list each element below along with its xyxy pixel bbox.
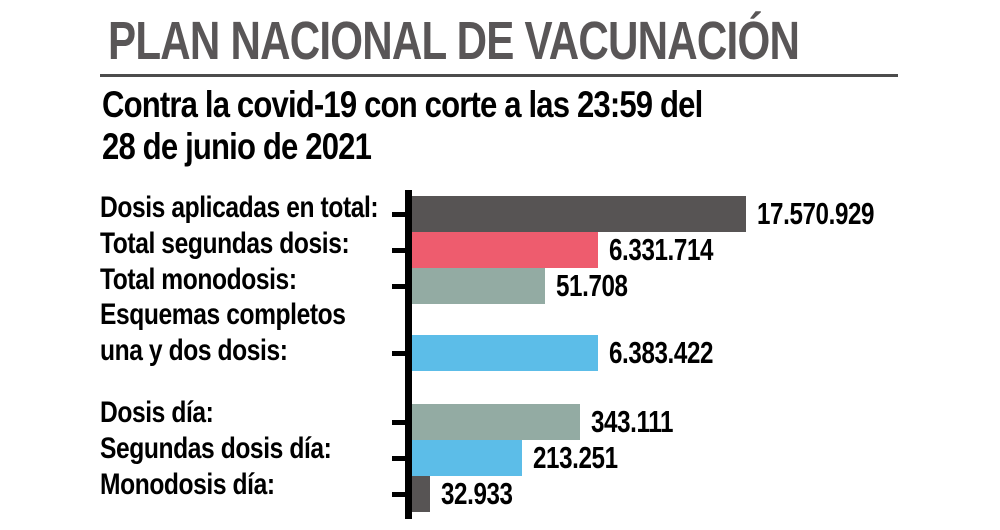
value-label-0: 17.570.929 xyxy=(757,196,875,231)
bar-row-4 xyxy=(412,404,580,440)
axis-tick xyxy=(392,491,405,497)
subtitle-line-1: Contra la covid-19 con corte a las 23:59… xyxy=(102,84,703,125)
bar-row-5 xyxy=(412,440,522,476)
row-label-4: una y dos dosis: xyxy=(100,334,288,367)
bar-row-2 xyxy=(412,268,545,304)
bar-row-1 xyxy=(412,232,598,268)
row-label-0: Dosis aplicadas en total: xyxy=(100,191,379,224)
row-label-7: Monodosis día: xyxy=(100,468,275,501)
row-label-2: Total monodosis: xyxy=(100,263,297,296)
row-label-1: Total segundas dosis: xyxy=(100,227,350,260)
title-rule xyxy=(100,74,898,77)
axis-tick xyxy=(392,211,405,217)
page-title-text: PLAN NACIONAL DE VACUNACIÓN xyxy=(108,11,800,71)
bar-row-0 xyxy=(412,196,746,232)
bar-row-3 xyxy=(412,335,598,371)
value-label-2: 51.708 xyxy=(556,268,628,303)
row-label-6: Segundas dosis día: xyxy=(100,432,332,465)
value-label-3: 6.383.422 xyxy=(609,335,714,370)
value-label-4: 343.111 xyxy=(591,404,674,439)
axis-tick xyxy=(392,283,405,289)
axis-tick xyxy=(392,455,405,461)
axis-tick xyxy=(392,247,405,253)
value-label-6: 32.933 xyxy=(441,476,513,511)
axis-tick xyxy=(392,419,405,425)
y-axis xyxy=(405,190,412,519)
value-label-5: 213.251 xyxy=(533,440,618,475)
row-label-3: Esquemas completos xyxy=(100,298,346,331)
row-label-5: Dosis día: xyxy=(100,396,214,429)
axis-tick xyxy=(392,350,405,356)
page-title: PLAN NACIONAL DE VACUNACIÓN xyxy=(108,14,994,68)
subtitle-line-2: 28 de junio de 2021 xyxy=(102,126,372,167)
bar-row-6 xyxy=(412,476,430,512)
value-label-1: 6.331.714 xyxy=(609,232,714,267)
